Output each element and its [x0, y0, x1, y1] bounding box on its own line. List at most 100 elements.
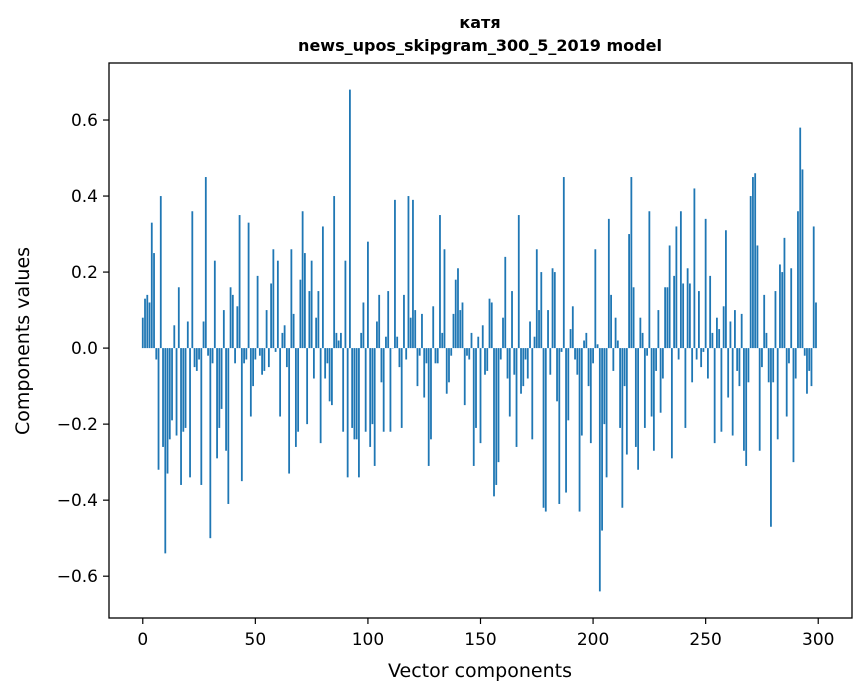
- bar: [592, 348, 594, 364]
- bar: [258, 348, 261, 356]
- bar: [655, 348, 658, 371]
- bar: [585, 332, 588, 349]
- bar: [186, 321, 189, 349]
- bar: [578, 348, 581, 512]
- bar: [598, 348, 601, 592]
- bar: [511, 291, 513, 349]
- bar: [648, 211, 651, 349]
- bar: [499, 348, 502, 360]
- bar: [596, 344, 599, 349]
- bar: [533, 336, 536, 349]
- bar: [443, 249, 446, 349]
- bar: [522, 348, 525, 387]
- bar: [576, 348, 579, 375]
- bar: [497, 348, 500, 463]
- bar: [265, 310, 268, 349]
- bar: [175, 348, 178, 436]
- bar: [664, 287, 667, 349]
- bar: [524, 348, 527, 360]
- y-tick-label: 0.0: [71, 339, 98, 359]
- bar: [407, 196, 410, 349]
- bar: [249, 348, 252, 417]
- bar: [619, 348, 621, 428]
- bar: [297, 348, 300, 432]
- bar: [335, 332, 338, 349]
- bar: [213, 260, 216, 349]
- bar: [535, 249, 538, 349]
- bar: [479, 348, 482, 444]
- bar: [141, 317, 144, 349]
- bar: [207, 348, 209, 356]
- bar: [722, 306, 725, 349]
- bar: [513, 348, 516, 375]
- bar: [337, 340, 340, 349]
- bar: [423, 348, 426, 398]
- chart-title: катя: [459, 13, 500, 32]
- bar: [623, 348, 626, 387]
- bar: [144, 298, 146, 349]
- bar: [630, 177, 633, 349]
- bar: [508, 348, 511, 417]
- bar: [661, 348, 664, 379]
- bar: [303, 253, 306, 349]
- bar: [351, 348, 354, 428]
- bar: [243, 348, 245, 364]
- bar: [319, 348, 322, 444]
- bar: [162, 348, 164, 447]
- bar: [495, 348, 498, 485]
- bar: [779, 264, 781, 349]
- bar: [204, 177, 207, 349]
- bar: [517, 215, 520, 349]
- bar: [432, 306, 435, 349]
- bar: [747, 348, 750, 383]
- bar: [222, 310, 225, 349]
- bar: [328, 348, 331, 402]
- bar: [364, 348, 367, 432]
- bar: [774, 291, 777, 349]
- bar: [515, 348, 518, 447]
- bar: [729, 321, 732, 349]
- bar: [238, 215, 241, 349]
- bar: [439, 215, 441, 349]
- bar: [565, 348, 567, 493]
- bar: [695, 348, 698, 360]
- bar: [299, 279, 302, 349]
- bar: [360, 332, 363, 349]
- bar: [785, 348, 788, 417]
- bar: [441, 332, 444, 349]
- y-axis-label: Components values: [12, 247, 34, 435]
- bar: [261, 348, 263, 375]
- bar: [290, 249, 293, 349]
- bar: [234, 348, 236, 364]
- bar: [403, 294, 405, 349]
- bar: [776, 348, 779, 440]
- bar: [641, 332, 644, 349]
- bar: [749, 196, 752, 349]
- x-axis-label: Vector components: [388, 660, 572, 682]
- bar: [416, 348, 419, 387]
- bar: [276, 260, 279, 349]
- bar: [472, 348, 475, 466]
- bar: [490, 302, 493, 349]
- bar: [810, 348, 813, 387]
- bar: [767, 348, 770, 383]
- bar: [799, 127, 802, 349]
- bar: [484, 348, 486, 375]
- bar: [675, 226, 678, 349]
- bar: [180, 348, 182, 485]
- bar: [790, 268, 793, 349]
- bar: [725, 230, 727, 349]
- bar: [326, 348, 329, 364]
- bar: [754, 173, 757, 349]
- bar: [574, 348, 576, 360]
- bar: [457, 268, 459, 349]
- bar: [236, 306, 239, 349]
- bar: [466, 348, 468, 356]
- bar: [553, 272, 556, 349]
- x-tick-label: 0: [137, 630, 148, 650]
- bar: [756, 245, 759, 349]
- x-tick-label: 100: [352, 630, 384, 650]
- bar: [321, 226, 324, 349]
- bar: [315, 317, 318, 349]
